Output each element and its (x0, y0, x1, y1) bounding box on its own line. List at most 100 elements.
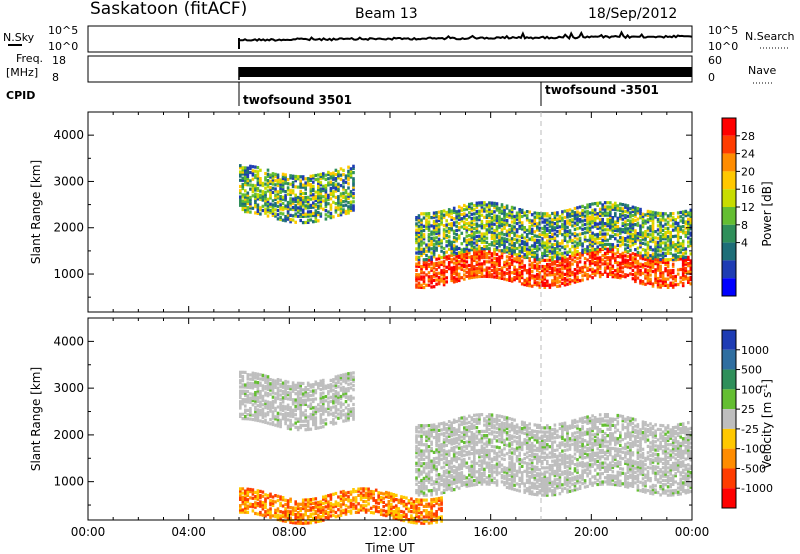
echo-cell (470, 216, 474, 221)
echo-cell (493, 271, 496, 275)
echo-cell (556, 284, 559, 288)
echo-cell (349, 190, 353, 194)
colorbar-swatch (722, 260, 736, 279)
echo-cell (631, 234, 635, 238)
echo-cell (523, 230, 526, 234)
colorbar-swatch (722, 153, 736, 172)
echo-cell (442, 253, 446, 257)
colorbar-swatch (722, 135, 736, 154)
echo-cell (636, 211, 640, 215)
echo-cell (437, 263, 441, 267)
echo-cell (312, 211, 315, 215)
echo-cell (515, 238, 519, 242)
echo-cell (324, 198, 328, 202)
echo-cell (266, 199, 270, 203)
echo-cell (259, 183, 262, 187)
echo-cell (671, 253, 675, 257)
echo-cell (259, 383, 262, 387)
echo-cell (435, 227, 438, 231)
echo-cell (430, 425, 433, 429)
echo-cell (420, 243, 423, 247)
echo-cell (651, 210, 655, 214)
echo-cell (508, 425, 511, 429)
echo-cell (473, 466, 476, 470)
echo-cell (603, 236, 607, 240)
echo-cell (641, 257, 645, 261)
echo-cell (470, 422, 474, 426)
echo-cell (317, 386, 320, 390)
echo-cell (415, 247, 418, 251)
echo-cell (435, 231, 438, 236)
echo-cell (571, 258, 574, 262)
echo-cell (513, 244, 516, 248)
echo-cell (435, 248, 438, 252)
echo-cell (417, 281, 421, 285)
echo-cell (465, 213, 469, 217)
echo-cell (513, 217, 516, 221)
echo-cell (611, 218, 615, 222)
echo-cell (442, 234, 446, 238)
echo-cell (510, 434, 514, 438)
echo-cell (455, 212, 458, 216)
echo-cell (666, 251, 670, 255)
echo-cell (493, 252, 496, 256)
echo-cell (241, 176, 245, 180)
echo-cell (674, 226, 677, 230)
echo-cell (254, 418, 257, 422)
echo-cell (523, 236, 526, 240)
echo-cell (641, 235, 645, 239)
echo-cell (470, 466, 474, 470)
echo-cell (593, 271, 597, 275)
echo-cell (337, 195, 340, 199)
echo-cell (689, 227, 693, 231)
echo-cell (581, 209, 584, 213)
echo-cell (634, 265, 637, 269)
echo-cell (596, 260, 599, 264)
echo-cell (319, 398, 323, 402)
echo-cell (342, 172, 345, 177)
echo-cell (641, 241, 645, 245)
echo-cell (510, 443, 514, 447)
echo-cell (563, 236, 567, 240)
echo-cell (485, 455, 489, 459)
echo-cell (656, 255, 660, 259)
echo-cell (425, 212, 428, 216)
echo-cell (596, 212, 599, 216)
echo-cell (566, 274, 569, 278)
echo-cell (322, 412, 325, 416)
echo-cell (566, 231, 569, 236)
echo-cell (440, 277, 443, 281)
echo-cell (601, 224, 604, 228)
echo-cell (525, 251, 529, 255)
echo-cell (528, 257, 531, 261)
echo-cell (440, 279, 443, 283)
echo-cell (508, 469, 511, 473)
echo-cell (347, 186, 350, 190)
echo-cell (259, 208, 262, 212)
echo-cell (299, 396, 302, 400)
echo-cell (508, 473, 511, 477)
echo-cell (327, 214, 330, 218)
echo-cell (588, 225, 592, 230)
echo-cell (631, 213, 635, 218)
echo-cell (588, 223, 592, 227)
echo-cell (573, 250, 577, 254)
echo-cell (312, 412, 315, 416)
echo-cell (493, 464, 496, 468)
echo-cell (241, 417, 245, 421)
echo-cell (639, 264, 642, 268)
echo-cell (294, 413, 297, 417)
echo-cell (551, 228, 554, 232)
echo-cell (631, 241, 635, 245)
echo-cell (296, 214, 300, 218)
echo-cell (505, 206, 509, 210)
echo-cell (505, 485, 509, 489)
echo-cell (538, 241, 542, 245)
echo-cell (538, 243, 542, 247)
echo-cell (641, 265, 645, 269)
echo-cell (241, 205, 245, 209)
echo-cell (473, 457, 476, 462)
echo-cell (583, 206, 587, 210)
echo-cell (523, 211, 526, 215)
echo-cell (513, 225, 516, 229)
